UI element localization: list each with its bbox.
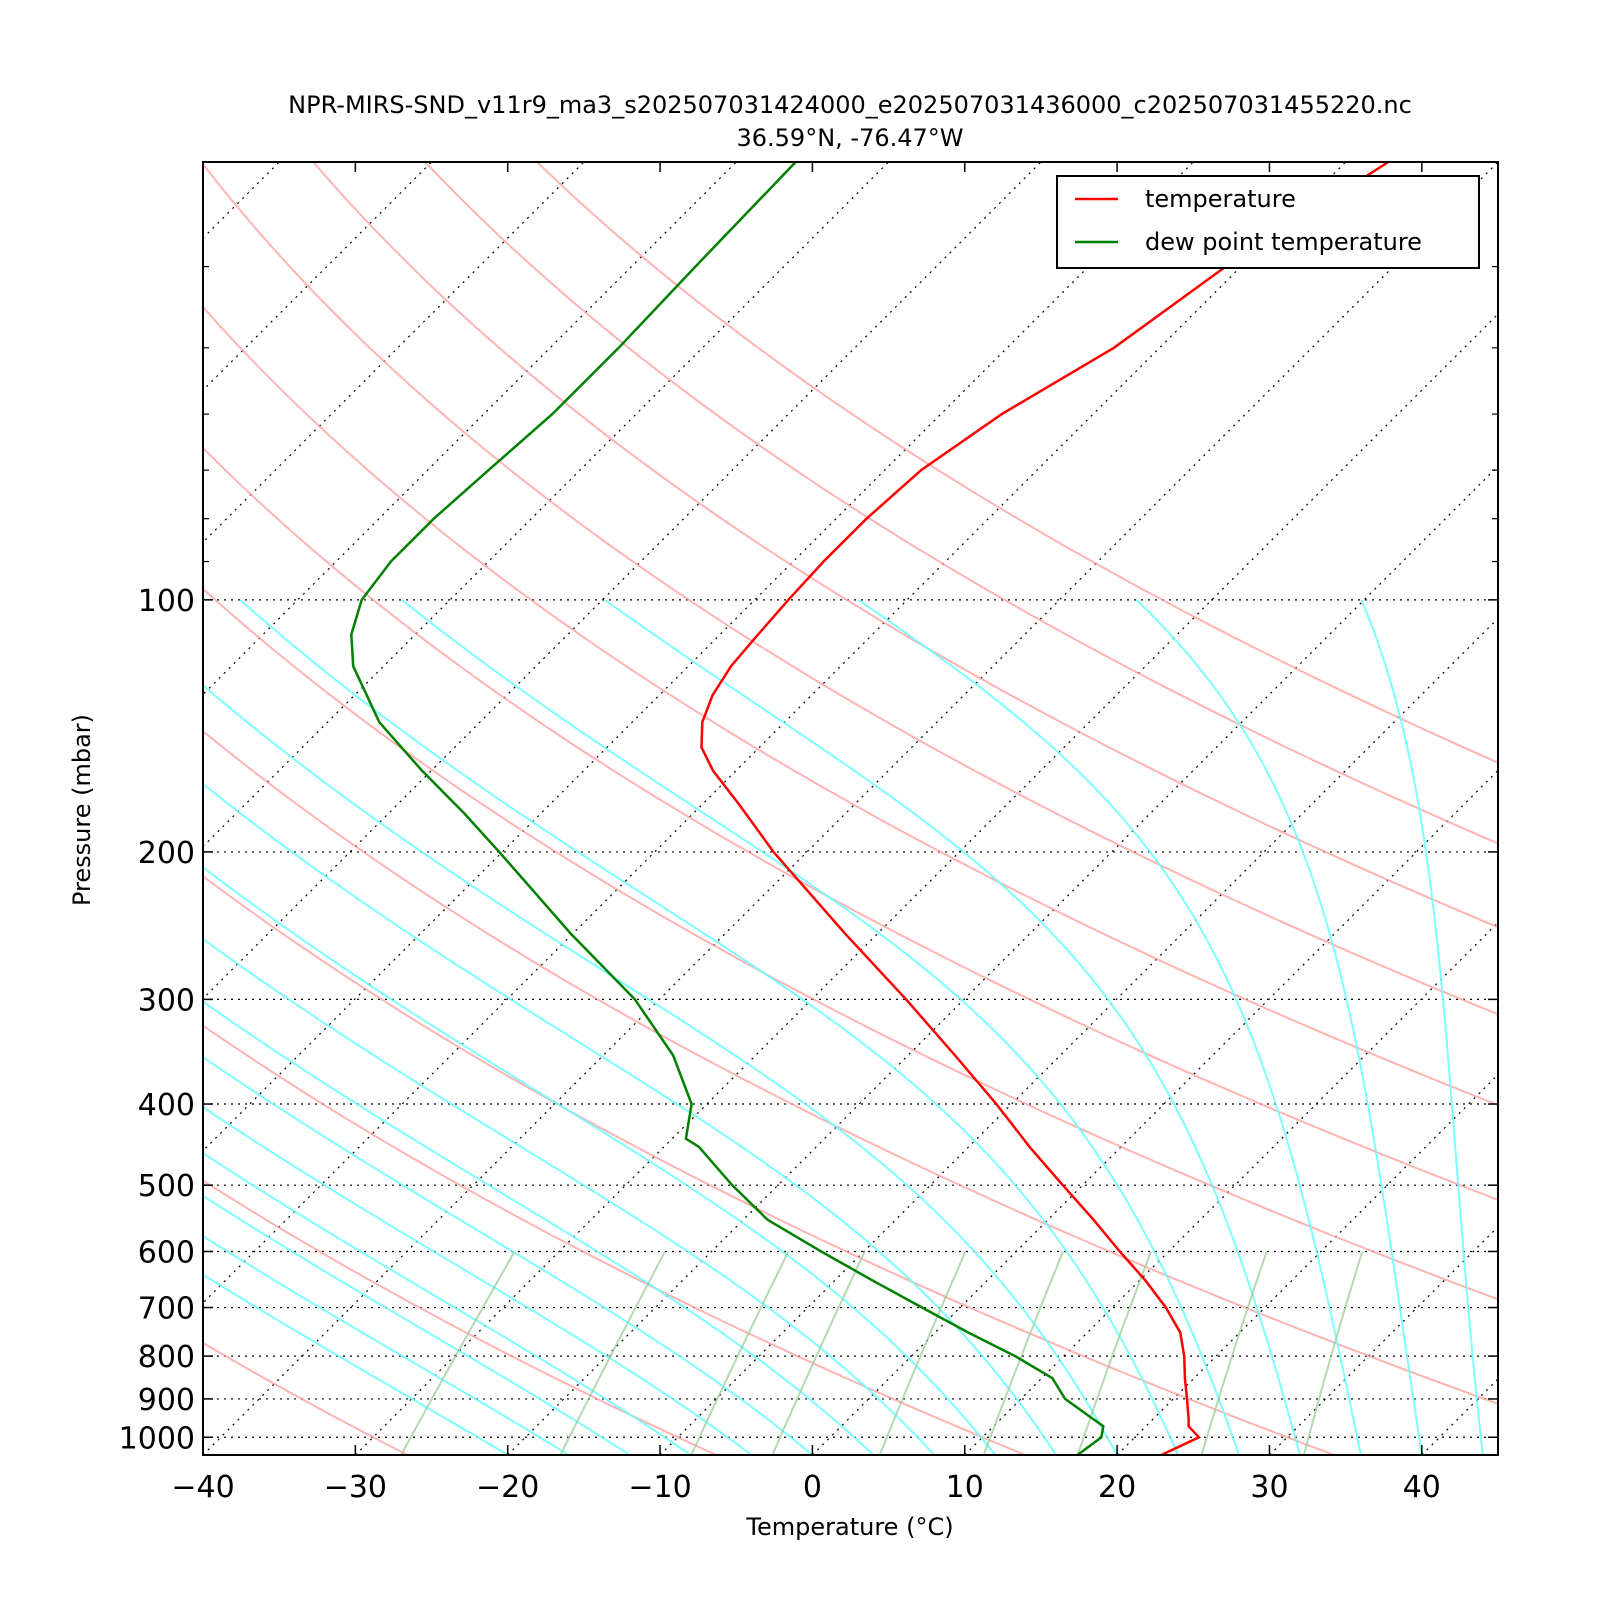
legend: temperature dew point temperature — [1056, 175, 1480, 269]
isotherm-gridline — [203, 162, 1498, 1455]
dew-point-line — [350, 162, 1105, 1455]
dry-adiabat — [203, 446, 1498, 1202]
x-tick-label: 30 — [1250, 1470, 1288, 1505]
legend-label-dew-point: dew point temperature — [1145, 228, 1422, 256]
y-tick-label: 500 — [138, 1169, 195, 1204]
legend-box — [1056, 175, 1480, 269]
dry-adiabat — [311, 162, 1498, 929]
axis-ticks: −40 −30 −20 −10 0 10 20 30 40 100 200 300 400 500 600 7… — [119, 161, 1498, 1505]
x-tick-label: 40 — [1403, 1470, 1441, 1505]
isotherm-gridline — [203, 162, 432, 392]
y-tick-label: 300 — [138, 983, 195, 1018]
temperature-line — [700, 162, 1389, 1455]
background-lines — [203, 162, 1498, 1455]
x-tick-label: −20 — [476, 1470, 539, 1505]
y-tick-label: 900 — [138, 1383, 195, 1418]
y-tick-label: 200 — [138, 836, 195, 871]
moist-adiabat — [203, 683, 1118, 1455]
x-tick-label: 0 — [803, 1470, 822, 1505]
plot-frame — [202, 161, 1499, 1456]
isotherm-gridline — [507, 465, 1498, 1455]
moist-adiabat — [239, 599, 1180, 1455]
x-tick-label: −40 — [171, 1470, 234, 1505]
isotherm-gridline — [203, 162, 890, 848]
isotherm-gridline — [203, 162, 737, 696]
chart-title: NPR-MIRS-SND_v11r9_ma3_s202507031424000_… — [288, 91, 1412, 119]
dry-adiabat — [203, 1024, 1026, 1455]
mixing-ratio-line — [1200, 1251, 1268, 1455]
moist-adiabat — [203, 782, 1058, 1455]
isotherm-gridline — [811, 769, 1498, 1455]
moist-adiabat — [1135, 599, 1423, 1455]
plot-area — [0, 162, 1600, 1455]
moist-adiabat — [203, 1152, 692, 1455]
grid-layer — [0, 162, 1600, 1455]
y-tick-label: 600 — [138, 1235, 195, 1270]
moist-adiabat — [203, 1194, 631, 1455]
series-layer — [350, 162, 1389, 1455]
isotherm-gridline — [1421, 1378, 1498, 1455]
y-tick-label: 800 — [138, 1340, 195, 1375]
moist-adiabat — [203, 866, 997, 1455]
dry-adiabat — [423, 162, 1498, 845]
isotherm-gridline — [1574, 162, 1600, 1455]
moist-adiabat — [401, 599, 1240, 1455]
mixing-ratio-line — [771, 1251, 866, 1455]
moist-adiabat — [203, 1000, 875, 1455]
dry-adiabat — [203, 875, 1335, 1455]
x-axis-label: Temperature (°C) — [745, 1513, 953, 1541]
y-tick-label: 400 — [138, 1088, 195, 1123]
chart-subtitle: 36.59°N, -76.47°W — [736, 124, 963, 152]
y-axis-label: Pressure (mbar) — [68, 714, 96, 906]
y-tick-label: 100 — [138, 584, 195, 619]
mixing-ratio-line — [1303, 1251, 1364, 1455]
y-tick-label: 700 — [138, 1292, 195, 1327]
moist-adiabat — [203, 1106, 753, 1455]
x-tick-label: −10 — [628, 1470, 691, 1505]
moist-adiabat — [857, 599, 1362, 1455]
mixing-ratio-line — [400, 1250, 516, 1455]
dry-adiabat — [203, 162, 1498, 1016]
moist-adiabat — [203, 1235, 570, 1455]
dry-adiabat — [203, 587, 1498, 1301]
dry-adiabat — [203, 1179, 717, 1455]
mixing-ratio-line — [982, 1251, 1065, 1455]
x-tick-label: 20 — [1098, 1470, 1136, 1505]
moist-adiabat — [604, 599, 1301, 1455]
dry-adiabat — [203, 305, 1498, 1107]
dry-adiabat — [535, 162, 1498, 764]
moist-adiabat — [203, 1273, 509, 1455]
legend-label-temperature: temperature — [1145, 185, 1296, 213]
isotherm-gridline — [0, 162, 127, 1455]
y-tick-label: 1000 — [119, 1421, 195, 1456]
mixing-ratio-line — [690, 1251, 790, 1455]
x-tick-label: 10 — [946, 1470, 984, 1505]
x-tick-label: −30 — [324, 1470, 387, 1505]
moist-adiabat — [203, 1055, 814, 1455]
moist-adiabat — [1360, 599, 1484, 1455]
moist-adiabat — [203, 937, 936, 1455]
dry-adiabat — [203, 729, 1498, 1405]
mixing-ratio-line — [1076, 1251, 1152, 1455]
mixing-ratio-line — [878, 1251, 967, 1455]
mixing-ratio-line — [559, 1251, 666, 1455]
